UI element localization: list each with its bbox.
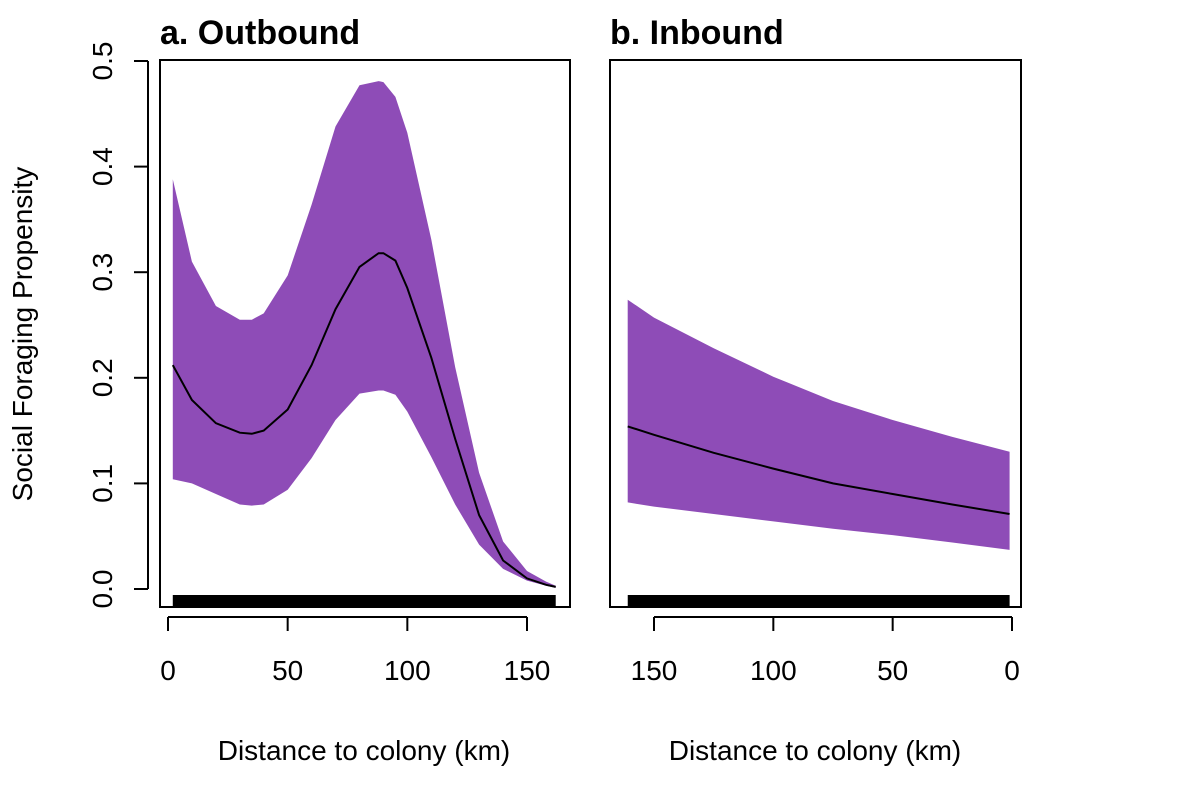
panel-a-plot-area (159, 59, 571, 608)
panel-a-x-tick-label-0: 0 (160, 655, 176, 686)
panel-a-outbound: a. Outbound 0.0 0.1 0.2 0.3 0.4 0.5 0 50 100 150… (87, 14, 571, 766)
panel-a-x-tick-label-100: 100 (384, 655, 431, 686)
panel-a-plot-frame (159, 59, 571, 608)
panel-a-y-axis: 0.0 0.1 0.2 0.3 0.4 0.5 (87, 42, 149, 609)
panel-b-plot-area (609, 59, 1022, 608)
panel-a-y-tick-label-0.2: 0.2 (87, 358, 118, 397)
panel-b-rug (627, 595, 1010, 607)
panel-b-plot-frame (609, 59, 1022, 608)
panel-a-x-tick-label-150: 150 (504, 655, 551, 686)
panel-b-x-tick-label-100: 100 (750, 655, 797, 686)
panel-a-x-tick-label-50: 50 (272, 655, 303, 686)
panel-b-fitted-line-0 (627, 425, 1010, 515)
panel-b-inbound: b. Inbound 150 100 50 0 Distance to colony … (609, 14, 1022, 766)
panel-a-title: a. Outbound (160, 14, 360, 52)
panel-a-y-tick-label-0.3: 0.3 (87, 253, 118, 292)
panel-a-fitted-line-0 (171, 252, 556, 588)
panel-b-x-tick-label-50: 50 (877, 655, 908, 686)
panel-a-y-tick-label-0: 0.0 (87, 570, 118, 609)
panel-a-y-tick-label-0.5: 0.5 (87, 42, 118, 81)
panel-b-x-axis: 150 100 50 0 (631, 616, 1020, 686)
panel-a-x-axis-label: Distance to colony (km) (218, 735, 511, 766)
panel-b-x-tick-label-0: 0 (1004, 655, 1020, 686)
panel-a-x-axis: 0 50 100 150 (160, 616, 551, 686)
panel-a-confidence-band-0 (172, 81, 556, 588)
y-axis-label: Social Foraging Propensity (7, 167, 38, 502)
panel-b-title: b. Inbound (610, 14, 784, 52)
panel-b-confidence-band-0 (627, 299, 1010, 550)
panel-a-rug (172, 595, 556, 607)
panel-a-y-tick-label-0.1: 0.1 (87, 464, 118, 503)
panel-b-x-axis-label: Distance to colony (km) (669, 735, 962, 766)
panel-b-x-tick-label-150: 150 (631, 655, 678, 686)
panel-a-y-tick-label-0.4: 0.4 (87, 147, 118, 186)
